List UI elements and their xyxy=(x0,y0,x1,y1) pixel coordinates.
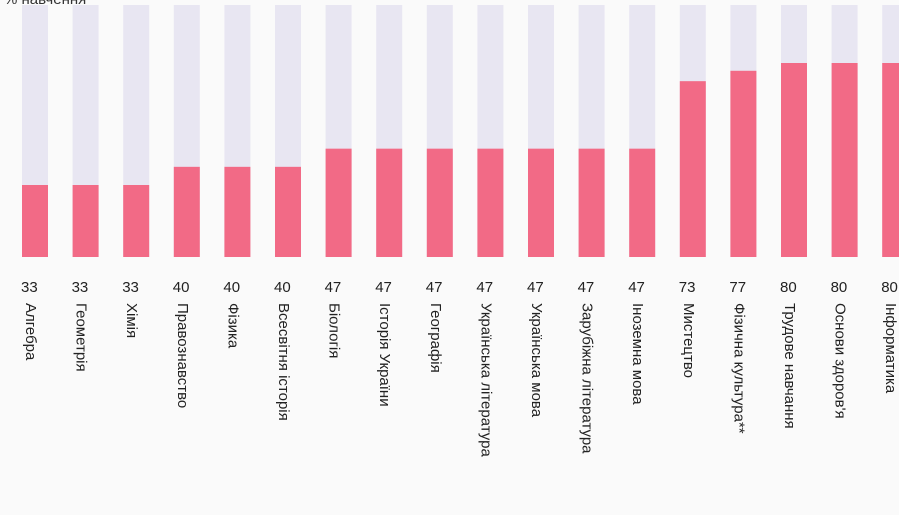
bar xyxy=(22,185,48,257)
bar xyxy=(781,63,807,257)
bar xyxy=(325,148,352,257)
bar xyxy=(882,63,899,257)
value-label: 77 xyxy=(729,279,746,296)
bar xyxy=(72,185,99,257)
category-label: Основи здоров'я xyxy=(832,303,849,419)
bars xyxy=(22,63,899,257)
bar xyxy=(426,148,453,257)
bar xyxy=(831,63,858,257)
bar xyxy=(528,148,554,257)
category-label: Всесвітня історія xyxy=(275,303,292,421)
category-label: Зарубіжна література xyxy=(579,303,596,454)
value-label: 47 xyxy=(426,279,443,296)
value-label: 47 xyxy=(476,279,493,296)
category-label: Хімія xyxy=(123,303,140,338)
category-label: Історія України xyxy=(376,303,393,407)
category-label: Фізика xyxy=(224,303,241,349)
chart-title: % навчення xyxy=(4,0,86,8)
category-label: Українська література xyxy=(477,303,494,457)
category-label: Іноземна мова xyxy=(629,303,646,405)
value-label: 47 xyxy=(325,279,342,296)
bar xyxy=(275,166,301,257)
bar xyxy=(629,148,656,257)
bar xyxy=(173,166,200,257)
bar xyxy=(224,166,251,257)
bar xyxy=(477,148,504,257)
value-label: 47 xyxy=(578,279,595,296)
value-label: 40 xyxy=(223,279,240,296)
category-label: Інформатика xyxy=(882,303,899,394)
value-label: 33 xyxy=(21,279,38,296)
category-label: Трудове навчання xyxy=(781,303,798,429)
category-label: Правознавство xyxy=(174,303,191,408)
bar xyxy=(578,148,605,257)
bar xyxy=(376,148,403,257)
value-label: 80 xyxy=(881,279,898,296)
value-label: 47 xyxy=(527,279,544,296)
value-label: 33 xyxy=(72,279,89,296)
category-label: Географія xyxy=(427,303,444,373)
value-label: 40 xyxy=(274,279,291,296)
value-label: 73 xyxy=(679,279,696,296)
category-label: Алгебра xyxy=(22,303,39,361)
category-label: Фізична культура** xyxy=(730,303,747,434)
bar xyxy=(730,70,757,257)
value-labels: 33 33 33 40 40 40 47 47 47 47 47 47 47 73 77 80 80 80 xyxy=(21,279,898,296)
value-label: 80 xyxy=(831,279,848,296)
value-label: 33 xyxy=(122,279,139,296)
value-label: 80 xyxy=(780,279,797,296)
value-label: 40 xyxy=(173,279,190,296)
bar-tracks xyxy=(22,5,899,257)
category-label: Мистецтво xyxy=(680,303,697,378)
category-label: Геометрія xyxy=(73,303,90,372)
value-label: 47 xyxy=(375,279,392,296)
bar xyxy=(679,81,706,257)
category-labels: Алгебра Геометрія Хімія Правознавство Фізика… xyxy=(22,303,899,457)
value-label: 47 xyxy=(628,279,645,296)
category-label: Українська мова xyxy=(528,303,545,418)
bar xyxy=(123,185,150,257)
category-label: Біологія xyxy=(326,303,343,358)
